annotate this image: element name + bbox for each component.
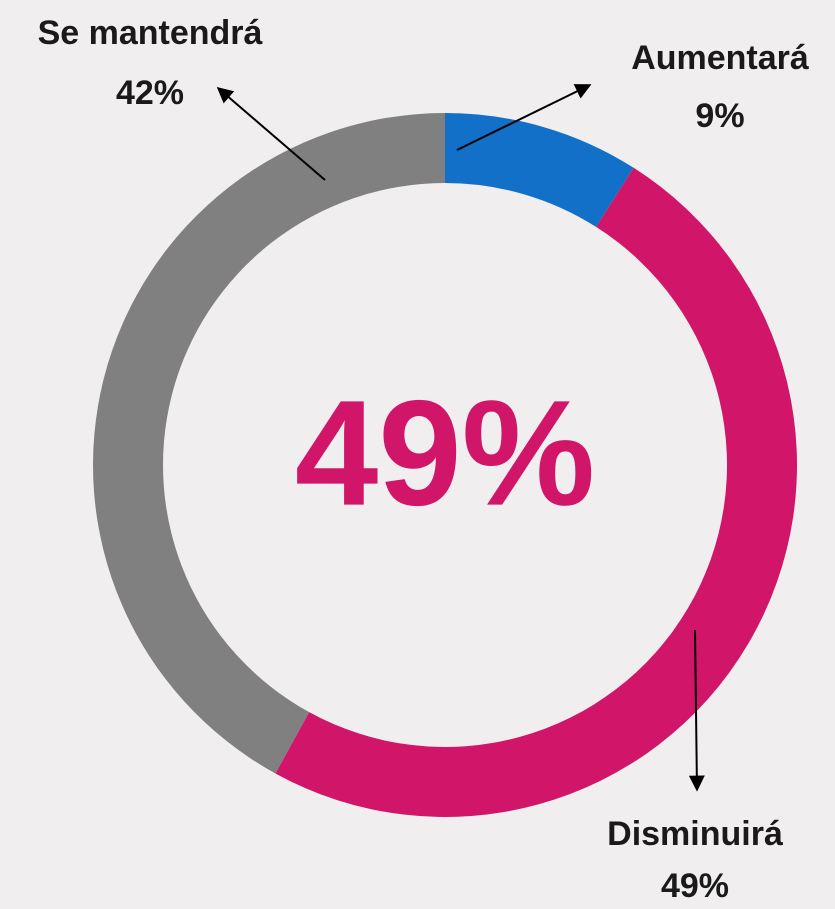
category-label: Aumentará — [631, 39, 809, 77]
category-label: Disminuirá — [607, 815, 783, 853]
arrow — [456, 84, 592, 151]
donut — [92, 113, 798, 818]
value-label: 49% — [661, 867, 729, 905]
arrow — [688, 629, 705, 792]
donut-segment — [275, 167, 798, 818]
value-label: 9% — [695, 97, 744, 135]
center-label: 49% — [295, 369, 595, 537]
arrow — [216, 86, 326, 181]
value-label: 42% — [116, 74, 184, 112]
category-label: Se mantendrá — [38, 14, 263, 52]
donut-segment — [92, 113, 445, 774]
donut-segment — [445, 113, 634, 227]
